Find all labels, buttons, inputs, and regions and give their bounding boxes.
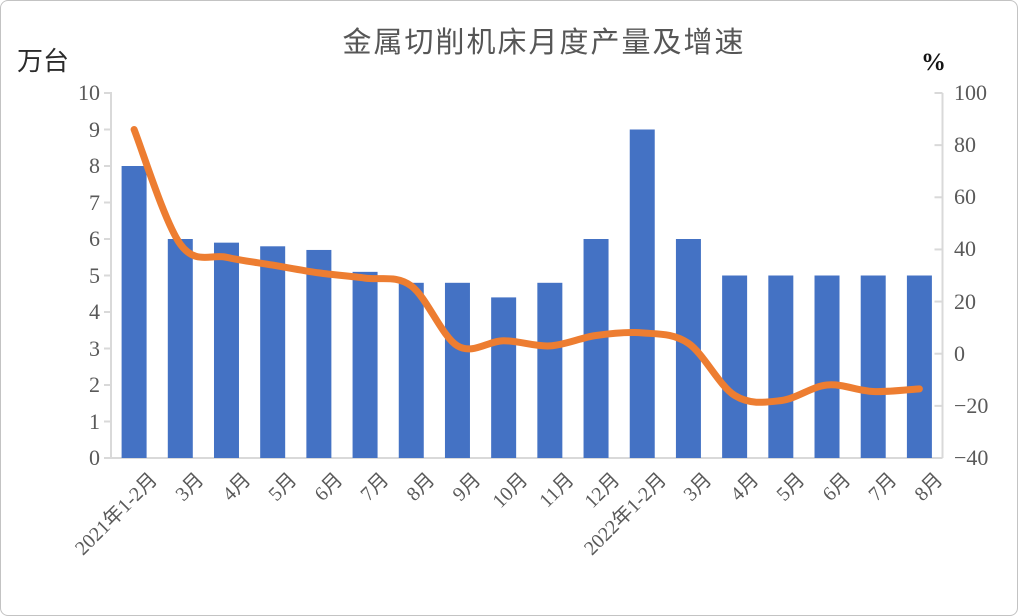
bar-3月 [167,239,193,458]
bar-10月 [491,297,517,458]
right-axis-tick-label: 80 [954,132,976,158]
growth-rate-line [130,126,923,406]
bar-7月 [352,271,378,458]
chart-title: 金属切削机床月度产量及增速 [342,27,746,59]
left-axis-tick-label: 6 [89,226,100,251]
left-axis-tick-label: 2 [89,372,100,397]
bar-6月 [306,249,332,458]
right-axis-tick-label: 40 [954,236,976,262]
left-axis-unit-label: 万台 [17,47,70,76]
bar-8月 [398,282,424,458]
right-axis-tick-label: −40 [954,445,989,470]
left-axis-tick-label: 3 [89,335,100,361]
bar-6月 [814,275,840,458]
bar-5月 [768,275,794,458]
bar-2021年1-2月 [121,166,147,458]
bar-2022年1-2月 [629,129,655,458]
right-axis-tick-label: 0 [954,340,965,366]
right-axis-unit-label: % [921,49,946,76]
left-axis-tick-label: 1 [89,408,100,434]
left-axis-tick-label: 7 [89,189,100,215]
bar-8月 [906,275,932,458]
bar-4月 [213,242,239,458]
right-axis-tick-label: 60 [954,184,976,210]
left-axis-tick-label: 8 [89,153,100,178]
left-axis-tick-label: 0 [89,445,100,470]
right-axis-tick-label: 100 [954,80,987,105]
left-axis-tick-label: 4 [89,299,100,324]
left-axis-tick-label: 9 [89,116,100,142]
left-axis-tick-label: 10 [78,80,100,105]
bar-5月 [260,246,286,458]
right-axis-tick-label: 20 [954,288,976,314]
bar-4月 [722,275,748,458]
left-axis-tick-label: 5 [89,262,100,288]
bar-11月 [537,282,563,458]
bar-7月 [860,275,886,458]
bar-9月 [444,282,470,458]
bar-12月 [583,239,609,458]
right-axis-tick-label: −20 [954,392,989,418]
